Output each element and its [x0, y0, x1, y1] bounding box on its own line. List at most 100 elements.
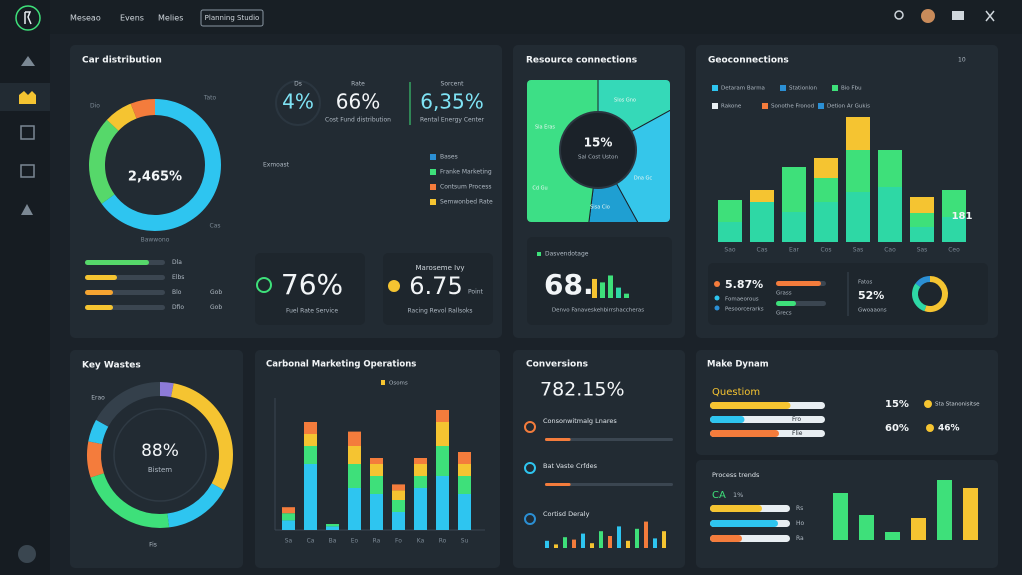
progress-bar — [85, 290, 113, 295]
label: Fomaeorous — [725, 297, 759, 303]
legend-swatch — [832, 85, 838, 91]
planning-button-frame[interactable] — [200, 9, 264, 27]
stat-icon — [924, 400, 932, 408]
label: Dio — [90, 103, 100, 110]
progress-track — [545, 483, 673, 486]
label: Slos Gno — [614, 98, 636, 104]
donut-segment — [159, 382, 174, 398]
bar-segment — [458, 494, 471, 530]
logo[interactable] — [15, 5, 41, 31]
bar-segment — [718, 200, 742, 222]
bar — [608, 536, 612, 548]
bar-segment — [814, 178, 838, 202]
bar — [600, 282, 605, 298]
bar-segment — [750, 190, 774, 202]
bar — [617, 526, 621, 548]
x-tick-label: Cos — [821, 247, 832, 254]
nav-item[interactable]: Meseao — [70, 14, 101, 23]
bar — [963, 488, 978, 540]
label: Grecs — [776, 311, 792, 317]
legend-label: Semwonbed Rate — [440, 199, 493, 206]
label: Cost Fund distribution — [325, 117, 391, 124]
bar-segment — [370, 494, 383, 530]
legend-label: Franke Marketing — [440, 169, 492, 176]
settings-icon[interactable] — [952, 11, 964, 20]
bar-segment — [304, 434, 317, 446]
legend-label: Rakone — [721, 104, 742, 110]
dot — [714, 305, 720, 311]
donut-segment — [87, 441, 104, 478]
nav-icon[interactable] — [21, 56, 35, 66]
donut-segment — [912, 283, 927, 312]
label: Elbs — [172, 274, 184, 281]
label: 60% — [885, 423, 909, 434]
donut-segment — [88, 419, 109, 445]
nav-icon[interactable] — [19, 91, 36, 104]
legend-swatch — [712, 85, 718, 91]
legend-label: Detion Ar Gukis — [827, 104, 870, 110]
label: Flie — [792, 430, 803, 437]
panel — [383, 253, 493, 325]
label: Dla — [172, 259, 182, 266]
nav-item[interactable]: Evens — [120, 14, 144, 23]
label: Rental Energy Center — [420, 117, 485, 124]
label: Gwoaaons — [858, 308, 887, 314]
label: Ds — [294, 81, 302, 88]
label: Sorcent — [441, 81, 465, 88]
progress-bar — [776, 281, 821, 286]
search-icon[interactable] — [894, 10, 904, 20]
nav-icon[interactable] — [20, 164, 35, 178]
bar — [616, 287, 621, 298]
label: Dna Gc — [634, 176, 653, 182]
panel — [696, 350, 998, 455]
label: 15% — [885, 399, 909, 410]
panel-title: Car distribution — [82, 56, 162, 66]
progress-bar — [710, 430, 779, 437]
panel-title: Conversions — [526, 360, 588, 370]
bar — [608, 275, 613, 298]
label: Bistem — [148, 466, 172, 474]
x-tick-label: Eo — [351, 538, 359, 545]
avatar[interactable] — [921, 9, 935, 23]
close-icon[interactable] — [985, 10, 995, 22]
label: Cortisd Deraly — [543, 510, 590, 518]
bar-segment — [348, 431, 361, 446]
stat-value: 4% — [282, 90, 314, 114]
bar-segment — [846, 117, 870, 150]
label: Cas — [210, 223, 221, 230]
progress-bar — [710, 416, 745, 423]
bar — [545, 540, 549, 548]
bar-segment — [414, 458, 427, 464]
legend-label: Detaram Barma — [721, 86, 765, 92]
label: 46% — [938, 424, 960, 434]
label: Bat Vaste Crfdes — [543, 462, 598, 470]
bar-segment — [392, 512, 405, 530]
bar-segment — [910, 227, 934, 242]
x-tick-label: Cas — [757, 247, 768, 254]
progress-bar — [545, 438, 571, 441]
nav-icon[interactable] — [21, 204, 33, 215]
bar-segment — [282, 513, 295, 521]
label: 181 — [952, 211, 973, 222]
card-icon — [388, 280, 400, 292]
label: CA — [712, 490, 726, 501]
nav-item[interactable]: Melies — [158, 14, 183, 23]
bar-segment — [348, 488, 361, 530]
bar — [653, 538, 657, 548]
bar-segment — [392, 484, 405, 491]
legend-swatch — [780, 85, 786, 91]
nav-icon[interactable] — [20, 125, 35, 140]
nav-icon[interactable] — [18, 545, 36, 563]
label: Rs — [796, 505, 803, 512]
bar — [554, 544, 558, 548]
inner-ring — [113, 408, 207, 502]
bar-segment — [814, 202, 838, 242]
label: Fro — [792, 416, 801, 423]
label: Racing Revol Rallsoks — [407, 308, 472, 315]
donut-segment — [170, 383, 233, 491]
bar-segment — [282, 520, 295, 530]
bar-segment — [282, 507, 295, 514]
panel-title: Make Dynam — [707, 360, 769, 370]
donut-segment — [101, 99, 221, 231]
legend-label: Bases — [440, 154, 458, 161]
